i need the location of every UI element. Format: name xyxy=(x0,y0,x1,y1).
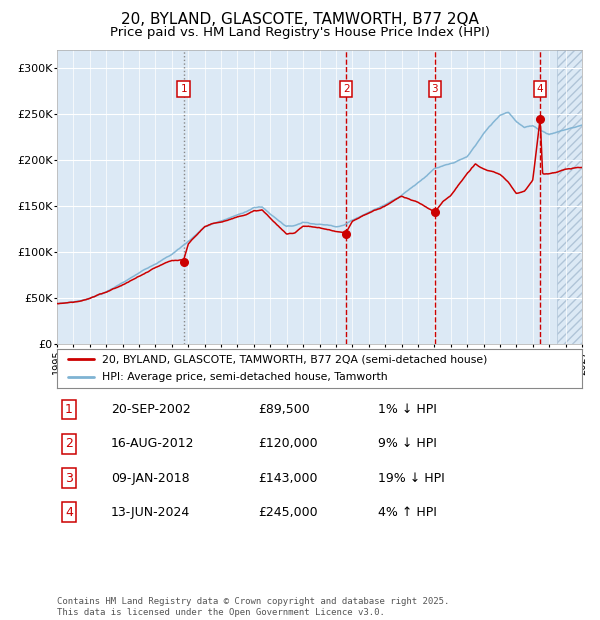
Text: 1: 1 xyxy=(181,84,187,94)
Text: 3: 3 xyxy=(431,84,438,94)
Text: 20-SEP-2002: 20-SEP-2002 xyxy=(111,404,191,416)
Bar xyxy=(557,50,582,344)
Text: HPI: Average price, semi-detached house, Tamworth: HPI: Average price, semi-detached house,… xyxy=(101,372,387,382)
Text: 09-JAN-2018: 09-JAN-2018 xyxy=(111,472,190,484)
Text: £245,000: £245,000 xyxy=(258,506,317,518)
Text: 2: 2 xyxy=(343,84,349,94)
Text: Price paid vs. HM Land Registry's House Price Index (HPI): Price paid vs. HM Land Registry's House … xyxy=(110,26,490,39)
Text: 2: 2 xyxy=(65,438,73,450)
Text: 1% ↓ HPI: 1% ↓ HPI xyxy=(378,404,437,416)
Text: 1: 1 xyxy=(65,404,73,416)
Text: £89,500: £89,500 xyxy=(258,404,310,416)
Text: 20, BYLAND, GLASCOTE, TAMWORTH, B77 2QA: 20, BYLAND, GLASCOTE, TAMWORTH, B77 2QA xyxy=(121,12,479,27)
Text: 4: 4 xyxy=(537,84,544,94)
Text: £143,000: £143,000 xyxy=(258,472,317,484)
Text: 20, BYLAND, GLASCOTE, TAMWORTH, B77 2QA (semi-detached house): 20, BYLAND, GLASCOTE, TAMWORTH, B77 2QA … xyxy=(101,355,487,365)
Text: 13-JUN-2024: 13-JUN-2024 xyxy=(111,506,190,518)
Text: 3: 3 xyxy=(65,472,73,484)
Text: £120,000: £120,000 xyxy=(258,438,317,450)
Text: 19% ↓ HPI: 19% ↓ HPI xyxy=(378,472,445,484)
Text: 4: 4 xyxy=(65,506,73,518)
Text: 16-AUG-2012: 16-AUG-2012 xyxy=(111,438,194,450)
Text: 9% ↓ HPI: 9% ↓ HPI xyxy=(378,438,437,450)
Text: 4% ↑ HPI: 4% ↑ HPI xyxy=(378,506,437,518)
Text: Contains HM Land Registry data © Crown copyright and database right 2025.
This d: Contains HM Land Registry data © Crown c… xyxy=(57,598,449,617)
